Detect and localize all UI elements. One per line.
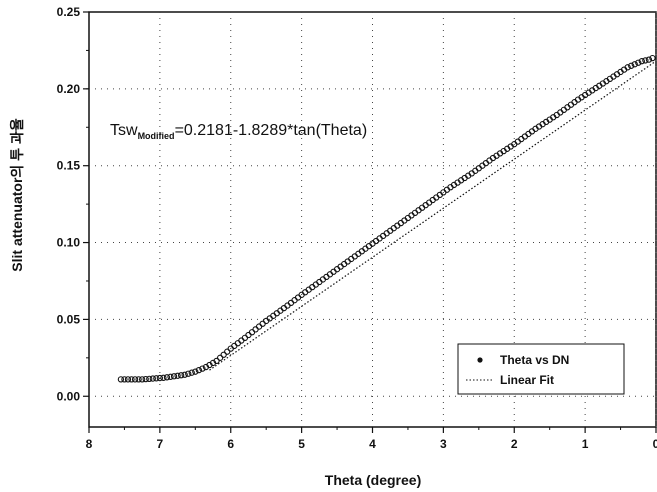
data-point bbox=[642, 57, 649, 64]
data-point bbox=[291, 297, 298, 304]
y-tick-label: 0.25 bbox=[57, 5, 81, 19]
x-axis-title: Theta (degree) bbox=[325, 472, 421, 488]
data-point bbox=[181, 371, 188, 378]
x-tick-label: 4 bbox=[369, 437, 376, 451]
data-point bbox=[121, 376, 128, 383]
x-tick-label: 2 bbox=[511, 437, 518, 451]
data-point bbox=[238, 337, 245, 344]
y-tick-label: 0.10 bbox=[57, 236, 81, 250]
data-point bbox=[156, 374, 164, 382]
data-point bbox=[635, 59, 642, 66]
data-point bbox=[163, 374, 171, 381]
y-tick-label: 0.00 bbox=[57, 389, 81, 403]
legend-label-theta-vs-dn: Theta vs DN bbox=[500, 353, 569, 367]
data-point bbox=[192, 368, 199, 375]
data-point bbox=[248, 329, 256, 336]
y-tick-label: 0.20 bbox=[57, 82, 81, 96]
data-point bbox=[287, 299, 295, 307]
equation-body: =0.2181-1.8289*tan(Theta) bbox=[175, 122, 368, 139]
data-point bbox=[631, 61, 638, 68]
y-axis-title: Slit attenuator의 투 과율 bbox=[9, 118, 25, 272]
data-point bbox=[241, 334, 249, 342]
x-tick-label: 7 bbox=[157, 437, 164, 451]
legend-marker-theta-vs-dn bbox=[477, 357, 483, 363]
data-point bbox=[252, 326, 259, 333]
data-point bbox=[131, 376, 139, 383]
data-point bbox=[245, 331, 252, 339]
equation-subscript: Modified bbox=[138, 131, 175, 141]
data-point bbox=[124, 376, 132, 383]
data-point bbox=[167, 373, 174, 380]
data-point bbox=[220, 351, 227, 358]
data-point bbox=[142, 375, 149, 383]
data-point bbox=[216, 354, 224, 361]
data-point bbox=[117, 376, 125, 383]
fit-equation-annotation: TswModified=0.2181-1.8289*tan(Theta) bbox=[110, 122, 367, 141]
linear-fit-layer bbox=[209, 60, 657, 371]
data-point bbox=[185, 370, 192, 377]
data-point bbox=[638, 58, 645, 65]
data-point bbox=[177, 372, 185, 379]
legend: Theta vs DN Linear Fit bbox=[457, 343, 625, 395]
y-tick-label: 0.15 bbox=[57, 159, 81, 173]
data-point bbox=[170, 373, 178, 380]
data-point bbox=[645, 56, 653, 63]
data-point bbox=[231, 342, 238, 350]
data-point bbox=[199, 365, 206, 372]
legend-box bbox=[457, 343, 625, 395]
tick-labels: 8 7 6 5 4 3 2 1 0 0.00 0.05 0.10 0.15 0.20 0.25 bbox=[57, 5, 657, 451]
data-point bbox=[174, 372, 181, 379]
x-tick-label: 0 bbox=[653, 437, 657, 451]
x-tick-label: 1 bbox=[582, 437, 589, 451]
x-tick-label: 5 bbox=[298, 437, 305, 451]
data-point bbox=[153, 375, 160, 382]
data-point bbox=[195, 366, 203, 374]
data-point bbox=[160, 374, 167, 381]
equation-prefix: Tsw bbox=[110, 122, 138, 139]
data-point bbox=[259, 320, 266, 327]
y-tick-label: 0.05 bbox=[57, 312, 81, 326]
data-point bbox=[624, 64, 631, 71]
data-point bbox=[128, 376, 135, 383]
data-point bbox=[135, 376, 142, 383]
axis-ticks bbox=[83, 11, 657, 433]
data-point bbox=[255, 323, 263, 330]
legend-label-linear-fit: Linear Fit bbox=[500, 373, 554, 387]
data-point bbox=[139, 376, 146, 383]
data-point bbox=[294, 294, 302, 301]
data-points-layer bbox=[117, 54, 656, 383]
linear-fit-line bbox=[209, 60, 657, 371]
x-tick-label: 6 bbox=[227, 437, 234, 451]
data-point bbox=[213, 357, 220, 365]
data-point bbox=[188, 369, 195, 376]
x-tick-label: 8 bbox=[86, 437, 93, 451]
data-point bbox=[234, 340, 241, 347]
x-tick-label: 3 bbox=[440, 437, 447, 451]
data-point bbox=[649, 54, 656, 62]
data-point bbox=[146, 375, 153, 382]
data-point bbox=[224, 348, 231, 355]
data-point bbox=[628, 62, 635, 69]
data-point bbox=[149, 375, 156, 382]
